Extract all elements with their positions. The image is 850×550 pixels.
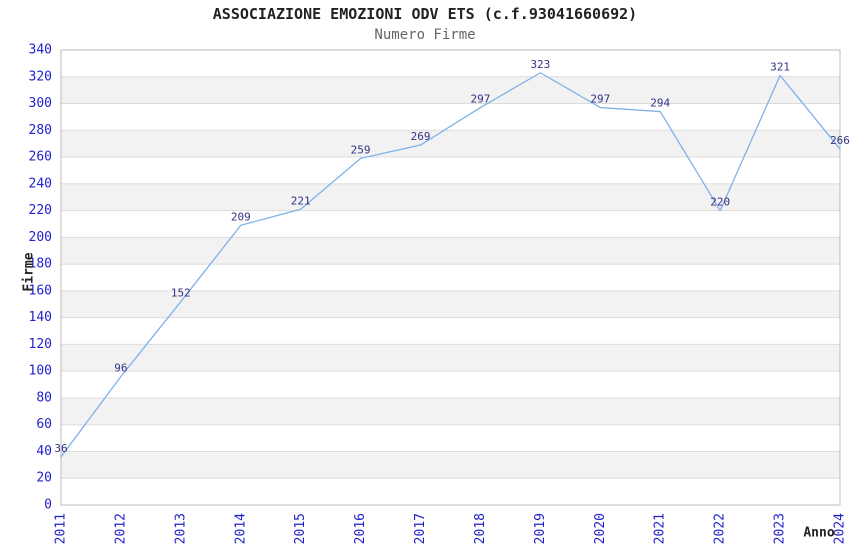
y-tick-label: 220 <box>29 203 52 218</box>
plot-band <box>61 210 840 238</box>
y-tick-label: 260 <box>29 150 52 165</box>
x-tick-label: 2020 <box>593 513 608 544</box>
data-point-label: 209 <box>231 210 251 223</box>
y-tick-label: 0 <box>44 498 52 513</box>
data-point-label: 221 <box>291 194 311 207</box>
x-tick-label: 2017 <box>413 513 428 544</box>
y-tick-label: 60 <box>36 417 52 432</box>
y-tick-label: 80 <box>36 390 52 405</box>
y-tick-label: 160 <box>29 283 52 298</box>
data-point-label: 323 <box>530 58 550 71</box>
x-tick-label: 2015 <box>293 513 308 544</box>
data-point-label: 266 <box>830 134 850 147</box>
y-tick-label: 280 <box>29 123 52 138</box>
chart-subtitle: Numero Firme <box>374 27 476 43</box>
plot-band <box>61 424 840 452</box>
y-tick-label: 300 <box>29 96 52 111</box>
plot-band <box>61 371 840 398</box>
plot-band <box>61 478 840 505</box>
y-tick-label: 100 <box>29 364 52 379</box>
y-tick-label: 180 <box>29 257 52 272</box>
plot-band <box>61 344 840 372</box>
x-tick-label: 2012 <box>113 513 128 544</box>
plot-band <box>61 183 840 211</box>
x-tick-label: 2016 <box>353 513 368 544</box>
plot-band <box>61 397 840 425</box>
x-tick-label: 2021 <box>653 513 668 544</box>
x-tick-label: 2024 <box>833 513 848 544</box>
plot-band <box>61 317 840 345</box>
plot-band <box>61 264 840 291</box>
plot-band <box>61 451 840 479</box>
data-point-label: 297 <box>590 93 610 106</box>
x-tick-label: 2023 <box>773 513 788 544</box>
data-point-label: 36 <box>54 442 67 455</box>
data-line <box>60 72 841 458</box>
data-point-label: 259 <box>351 143 371 156</box>
y-tick-label: 20 <box>36 471 52 486</box>
plot-band <box>61 157 840 184</box>
y-tick-label: 320 <box>29 69 52 84</box>
data-point-label: 152 <box>171 287 191 300</box>
y-tick-label: 340 <box>29 43 52 58</box>
x-tick-label: 2011 <box>54 513 69 544</box>
plot-band <box>61 130 840 158</box>
data-point-label: 96 <box>114 362 127 375</box>
y-tick-label: 40 <box>36 444 52 459</box>
chart-title: ASSOCIAZIONE EMOZIONI ODV ETS (c.f.93041… <box>212 5 638 23</box>
data-point-label: 294 <box>650 97 670 110</box>
data-point-label: 321 <box>770 60 790 73</box>
y-tick-label: 140 <box>29 310 52 325</box>
x-tick-label: 2022 <box>713 513 728 544</box>
plot-band <box>61 50 840 77</box>
data-point-label: 269 <box>411 130 431 143</box>
plot-band <box>61 290 840 318</box>
x-tick-label: 2018 <box>473 513 488 544</box>
plot-border <box>60 49 841 506</box>
x-tick-label: 2014 <box>233 513 248 544</box>
x-tick-label: 2013 <box>173 513 188 544</box>
data-point-label: 297 <box>471 93 491 106</box>
y-tick-label: 120 <box>29 337 52 352</box>
x-axis-title: Anno <box>803 526 834 541</box>
x-tick-label: 2019 <box>533 513 548 544</box>
y-tick-label: 240 <box>29 176 52 191</box>
plot-band <box>61 237 840 265</box>
data-point-label: 220 <box>710 196 730 209</box>
plot-band <box>61 76 840 104</box>
y-tick-label: 200 <box>29 230 52 245</box>
y-axis-title: Firme <box>22 252 37 291</box>
